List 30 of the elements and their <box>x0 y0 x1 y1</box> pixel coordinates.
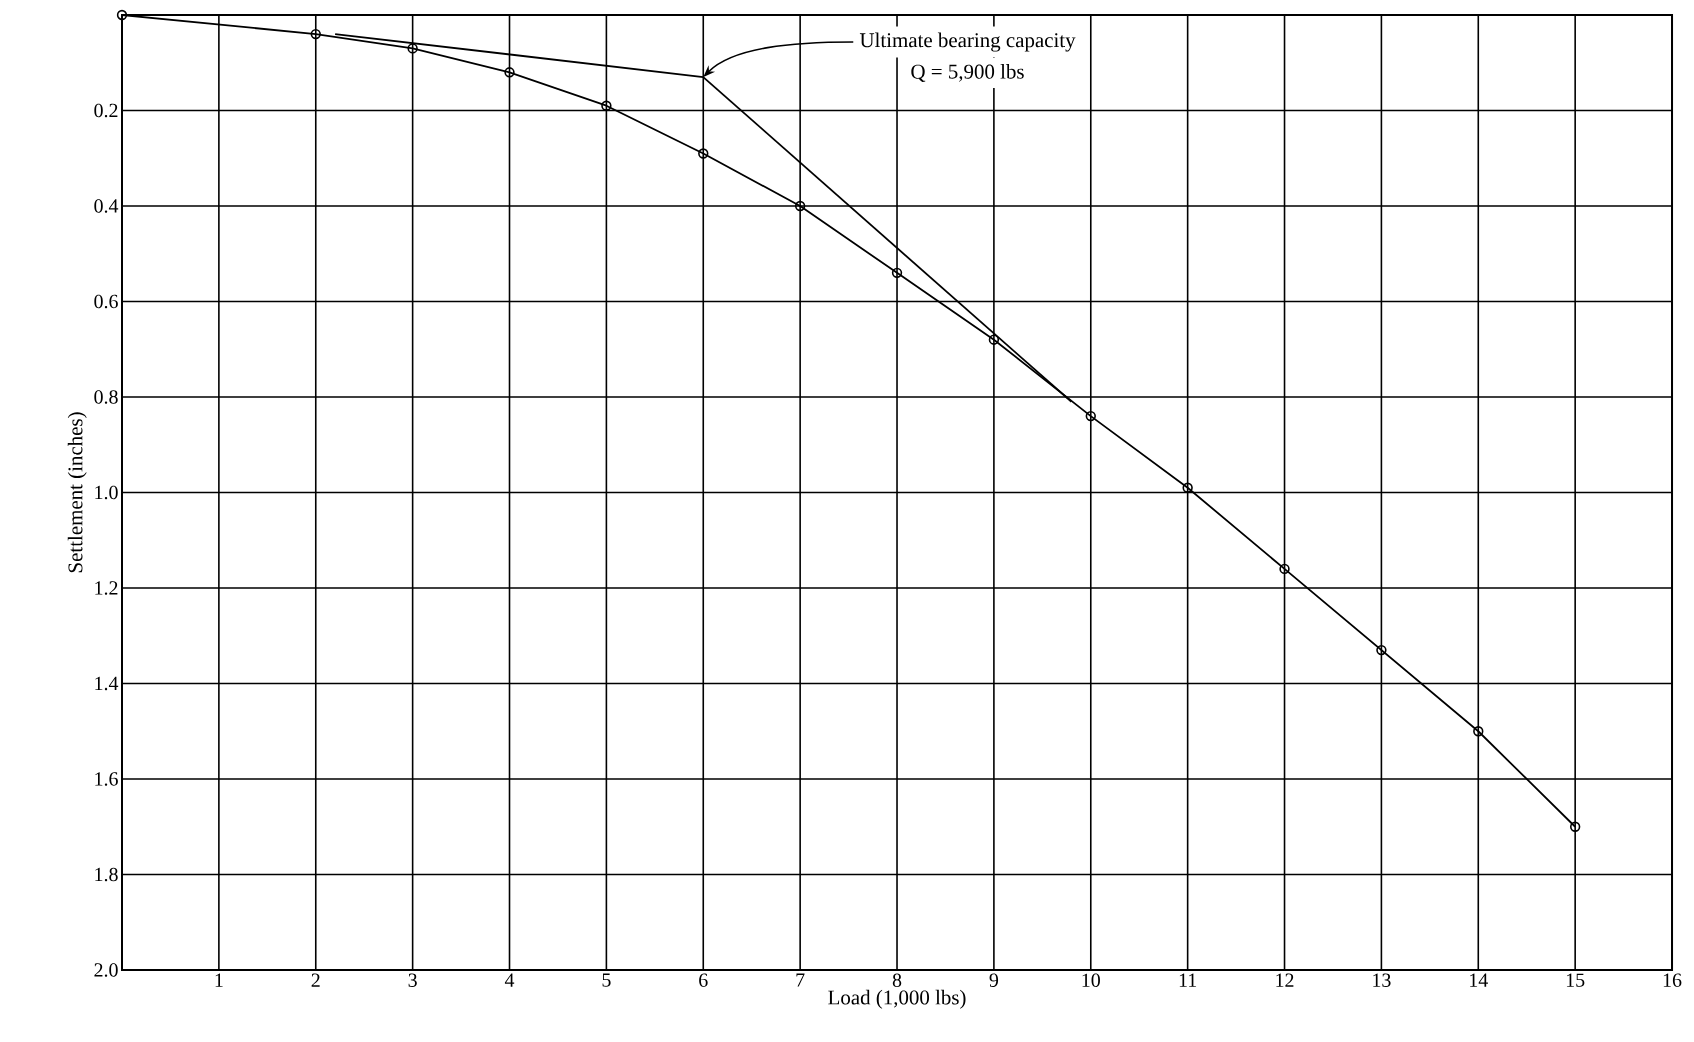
x-tick-label: 13 <box>1373 973 1391 987</box>
y-axis-title: Settlement (inches) <box>67 412 87 573</box>
y-tick-label: 1.8 <box>95 867 118 882</box>
y-tick-label: 0.6 <box>94 294 118 309</box>
y-tick-label: 1.6 <box>95 772 118 786</box>
x-tick-label: 9 <box>989 973 999 987</box>
x-tick-label: 16 <box>1663 973 1682 987</box>
x-tick-label: 8 <box>892 973 902 987</box>
x-tick-label: 15 <box>1566 973 1585 987</box>
y-tick-label: 1.4 <box>95 676 119 691</box>
x-tick-label: 5 <box>602 973 611 987</box>
x-tick-label: 3 <box>408 973 417 987</box>
x-tick-label: 2 <box>311 973 320 987</box>
x-tick-label: 7 <box>796 973 805 987</box>
x-tick-label: 10 <box>1082 973 1100 987</box>
x-tick-label: 11 <box>1179 973 1197 987</box>
annotation: Ultimate bearing capacity <box>859 32 1076 52</box>
x-tick-label: 14 <box>1470 973 1488 987</box>
y-tick-label: 1.0 <box>95 485 118 500</box>
x-tick-label: 6 <box>699 973 708 987</box>
x-tick-label: 12 <box>1276 973 1294 987</box>
x-axis-title: Load (1,000 lbs) <box>828 989 966 1009</box>
annotation: Q = 5,900 lbs <box>911 63 1024 82</box>
y-tick-label: 0.4 <box>94 199 119 213</box>
x-tick-label: 4 <box>504 973 515 987</box>
x-tick-label: 1 <box>215 973 223 987</box>
y-tick-label: 0.2 <box>94 103 118 118</box>
y-tick-label: 1.2 <box>95 581 118 595</box>
y-tick-label: 0.8 <box>94 390 118 404</box>
y-tick-label: 2.0 <box>94 963 118 977</box>
